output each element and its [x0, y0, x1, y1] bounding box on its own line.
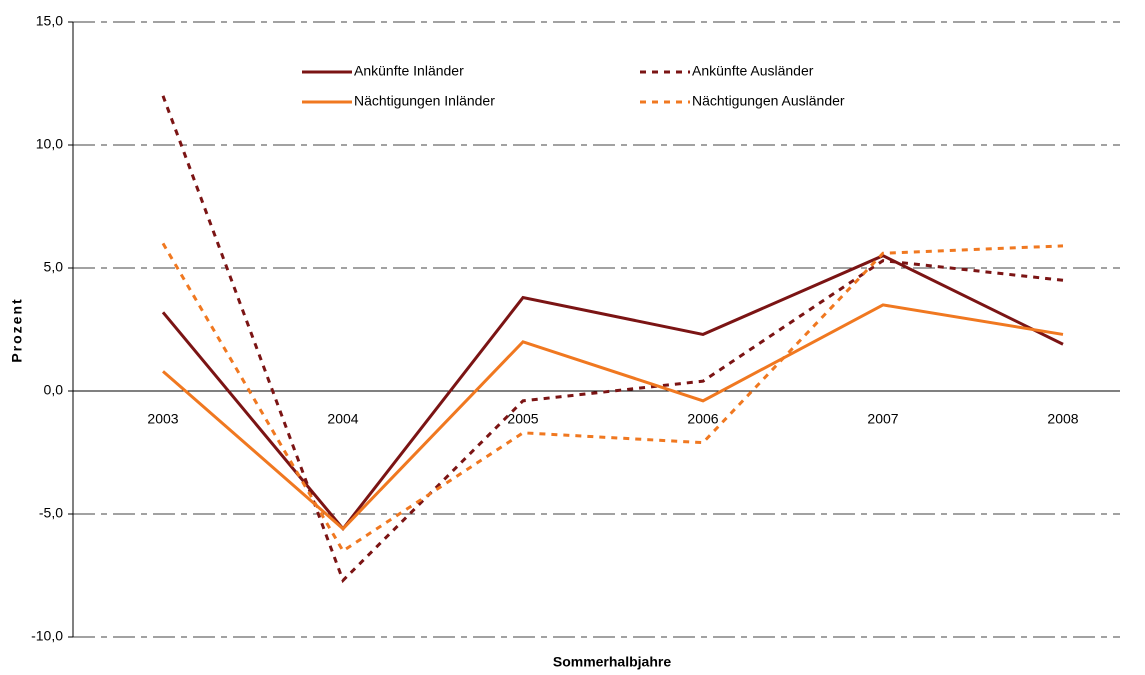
y-axis-label: Prozent — [9, 297, 25, 362]
x-tick-label: 2004 — [327, 411, 358, 427]
x-tick-label: 2003 — [147, 411, 178, 427]
series-line — [162, 303, 1064, 531]
x-tick-label: 2007 — [867, 411, 898, 427]
y-tick-label: 10,0 — [36, 136, 63, 152]
legend-label: Ankünfte Inländer — [354, 63, 464, 79]
y-tick-label: 0,0 — [44, 382, 64, 398]
series-line — [161, 254, 1064, 532]
y-tick-label: 5,0 — [44, 259, 64, 275]
x-axis-label: Sommerhalbjahre — [553, 654, 671, 670]
series-line — [161, 242, 1064, 554]
legend-label: Nächtigungen Inländer — [354, 93, 495, 109]
series-line — [161, 95, 1064, 584]
legend-label: Ankünfte Ausländer — [692, 63, 814, 79]
y-tick-label: -10,0 — [31, 628, 63, 644]
x-tick-label: 2008 — [1047, 411, 1078, 427]
legend-label: Nächtigungen Ausländer — [692, 93, 845, 109]
y-tick-label: -5,0 — [39, 505, 63, 521]
x-tick-label: 2006 — [687, 411, 718, 427]
x-tick-label: 2005 — [507, 411, 538, 427]
y-tick-label: 15,0 — [36, 13, 63, 29]
